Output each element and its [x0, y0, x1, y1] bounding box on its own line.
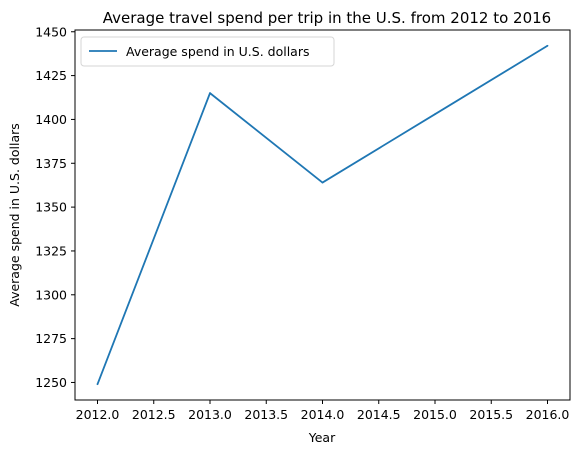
x-tick-label: 2016.0: [526, 407, 570, 422]
x-tick-label: 2012.5: [132, 407, 176, 422]
x-tick-label: 2015.0: [413, 407, 457, 422]
data-point: [434, 113, 436, 115]
x-tick-label: 2015.5: [469, 407, 513, 422]
data-point: [322, 182, 324, 184]
y-tick-label: 1400: [35, 112, 67, 127]
x-tick-label: 2013.0: [188, 407, 232, 422]
x-axis: 2012.0 2012.5 2013.0 2013.5 2014.0 2014.5 2015…: [76, 400, 570, 422]
legend-label: Average spend in U.S. dollars: [126, 44, 309, 59]
x-axis-label: Year: [308, 430, 336, 445]
y-tick-label: 1450: [35, 24, 67, 39]
y-tick-label: 1300: [35, 287, 67, 302]
chart-title: Average travel spend per trip in the U.S…: [103, 9, 551, 27]
data-point: [97, 383, 99, 385]
y-tick-label: 1350: [35, 200, 67, 215]
y-tick-label: 1275: [35, 331, 67, 346]
y-tick-label: 1425: [35, 68, 67, 83]
y-tick-label: 1325: [35, 243, 67, 258]
y-axis: 1250 1275 1300 1325 1350 1375 1400 1425 1450: [35, 24, 75, 390]
legend: Average spend in U.S. dollars: [81, 37, 334, 66]
y-axis-label: Average spend in U.S. dollars: [7, 123, 22, 306]
data-point: [547, 45, 549, 47]
plot-area: [75, 30, 570, 400]
x-tick-label: 2014.0: [301, 407, 345, 422]
x-tick-label: 2012.0: [76, 407, 120, 422]
y-tick-label: 1250: [35, 375, 67, 390]
y-tick-label: 1375: [35, 156, 67, 171]
data-point: [209, 92, 211, 94]
x-tick-label: 2014.5: [357, 407, 401, 422]
x-tick-label: 2013.5: [244, 407, 288, 422]
